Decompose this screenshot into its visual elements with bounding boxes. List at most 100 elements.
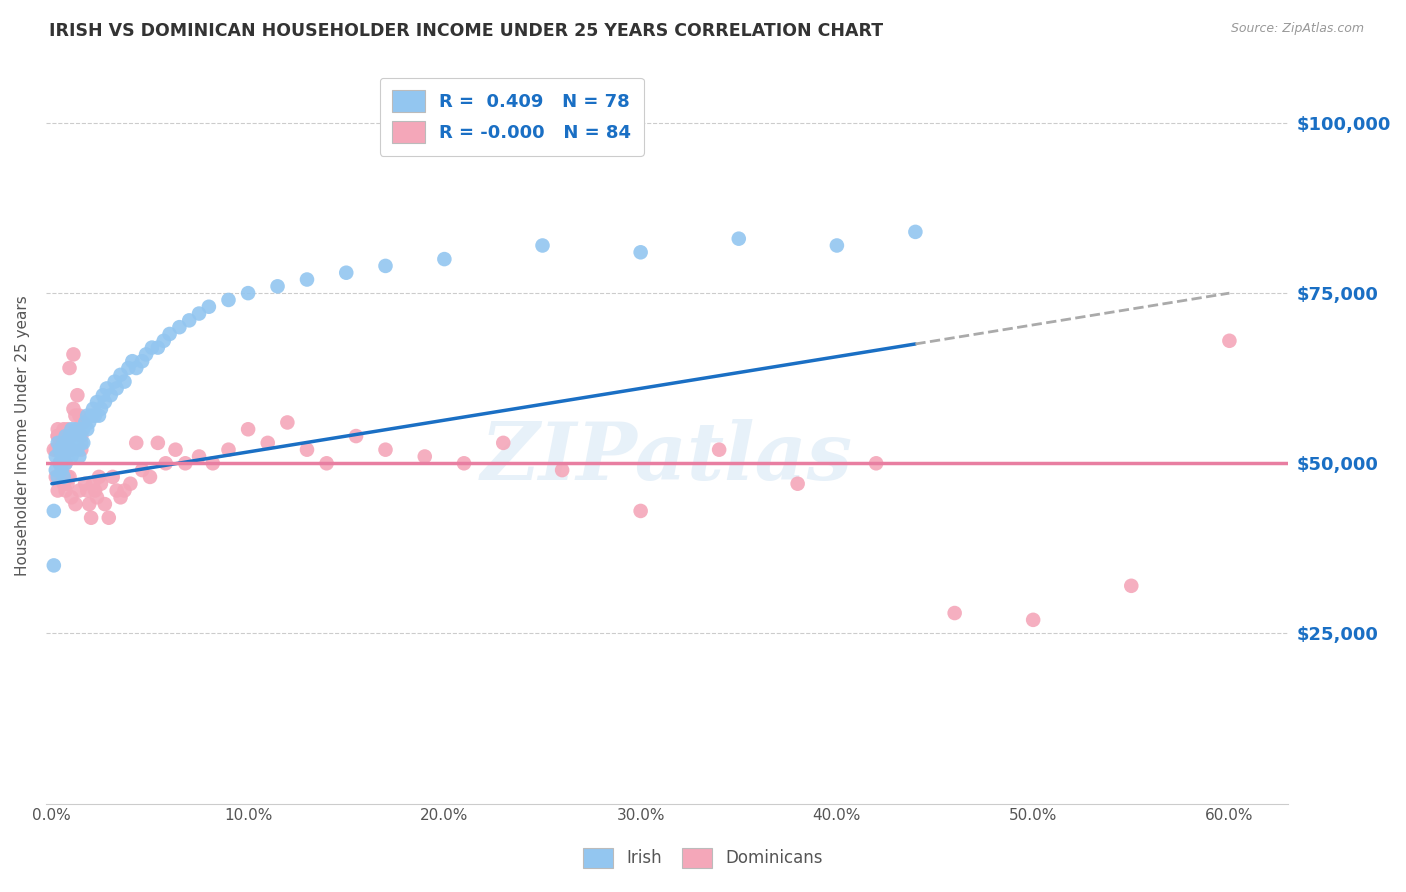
- Point: [87, 409, 110, 423]
- Point: [315, 456, 337, 470]
- Point: [42, 504, 65, 518]
- Point: [110, 368, 132, 382]
- Point: [531, 238, 554, 252]
- Point: [131, 354, 153, 368]
- Point: [58, 470, 80, 484]
- Point: [218, 293, 240, 307]
- Point: [453, 456, 475, 470]
- Point: [155, 456, 177, 470]
- Point: [84, 409, 107, 423]
- Point: [179, 313, 201, 327]
- Point: [786, 476, 808, 491]
- Point: [80, 409, 103, 423]
- Point: [48, 456, 70, 470]
- Point: [72, 422, 94, 436]
- Point: [48, 435, 70, 450]
- Point: [65, 497, 87, 511]
- Point: [100, 388, 122, 402]
- Point: [55, 483, 77, 498]
- Point: [55, 456, 77, 470]
- Point: [218, 442, 240, 457]
- Point: [46, 483, 69, 498]
- Point: [165, 442, 187, 457]
- Point: [125, 435, 148, 450]
- Point: [90, 401, 112, 416]
- Point: [121, 354, 143, 368]
- Point: [110, 491, 132, 505]
- Point: [62, 401, 84, 416]
- Point: [1121, 579, 1143, 593]
- Point: [146, 341, 169, 355]
- Point: [52, 476, 75, 491]
- Point: [66, 388, 89, 402]
- Point: [48, 442, 70, 457]
- Point: [201, 456, 224, 470]
- Point: [52, 450, 75, 464]
- Point: [42, 558, 65, 573]
- Legend: R =  0.409   N = 78, R = -0.000   N = 84: R = 0.409 N = 78, R = -0.000 N = 84: [380, 78, 644, 156]
- Point: [56, 435, 79, 450]
- Point: [45, 450, 67, 464]
- Point: [630, 504, 652, 518]
- Point: [60, 491, 83, 505]
- Point: [707, 442, 730, 457]
- Point: [139, 470, 162, 484]
- Point: [60, 442, 83, 457]
- Point: [46, 470, 69, 484]
- Point: [56, 450, 79, 464]
- Point: [374, 259, 396, 273]
- Point: [75, 476, 97, 491]
- Point: [825, 238, 848, 252]
- Point: [335, 266, 357, 280]
- Point: [52, 470, 75, 484]
- Point: [276, 416, 298, 430]
- Point: [1218, 334, 1240, 348]
- Point: [42, 442, 65, 457]
- Point: [52, 450, 75, 464]
- Point: [865, 456, 887, 470]
- Point: [904, 225, 927, 239]
- Point: [66, 442, 89, 457]
- Point: [86, 491, 108, 505]
- Point: [72, 416, 94, 430]
- Point: [159, 326, 181, 341]
- Point: [56, 470, 79, 484]
- Point: [295, 442, 318, 457]
- Point: [66, 429, 89, 443]
- Point: [174, 456, 197, 470]
- Point: [236, 422, 259, 436]
- Point: [51, 470, 73, 484]
- Point: [51, 442, 73, 457]
- Point: [58, 442, 80, 457]
- Legend: Irish, Dominicans: Irish, Dominicans: [576, 841, 830, 875]
- Point: [62, 442, 84, 457]
- Point: [266, 279, 288, 293]
- Point: [82, 401, 104, 416]
- Point: [45, 463, 67, 477]
- Text: ZIPatlas: ZIPatlas: [481, 419, 853, 497]
- Point: [492, 435, 515, 450]
- Point: [125, 361, 148, 376]
- Point: [46, 422, 69, 436]
- Point: [91, 388, 114, 402]
- Point: [630, 245, 652, 260]
- Point: [101, 470, 124, 484]
- Point: [97, 510, 120, 524]
- Point: [45, 470, 67, 484]
- Point: [70, 429, 93, 443]
- Point: [344, 429, 367, 443]
- Point: [51, 442, 73, 457]
- Point: [433, 252, 456, 266]
- Point: [51, 456, 73, 470]
- Text: Source: ZipAtlas.com: Source: ZipAtlas.com: [1230, 22, 1364, 36]
- Point: [104, 375, 127, 389]
- Point: [413, 450, 436, 464]
- Point: [943, 606, 966, 620]
- Point: [46, 429, 69, 443]
- Point: [114, 375, 136, 389]
- Text: IRISH VS DOMINICAN HOUSEHOLDER INCOME UNDER 25 YEARS CORRELATION CHART: IRISH VS DOMINICAN HOUSEHOLDER INCOME UN…: [49, 22, 883, 40]
- Point: [66, 422, 89, 436]
- Point: [62, 429, 84, 443]
- Point: [105, 483, 128, 498]
- Point: [188, 307, 211, 321]
